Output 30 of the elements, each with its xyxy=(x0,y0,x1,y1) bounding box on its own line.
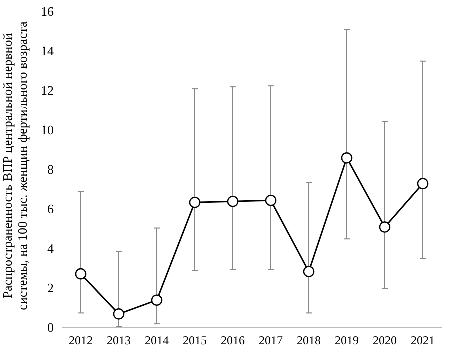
y-axis-title: Распространенность ВПР центральной нервной системы, на 100 тыс. женщин фертильного возраста xyxy=(0,21,30,310)
x-tick-label: 2019 xyxy=(335,334,359,348)
x-tick-label: 2018 xyxy=(297,334,321,348)
y-tick-label: 10 xyxy=(41,122,54,138)
y-tick-label: 2 xyxy=(48,280,54,296)
x-tick-label: 2017 xyxy=(259,334,283,348)
point xyxy=(265,194,277,206)
x-tick-label: 2015 xyxy=(183,334,207,348)
y-tick-label: 12 xyxy=(41,83,54,98)
point xyxy=(417,178,429,190)
point xyxy=(189,196,201,208)
y-tick-label: 4 xyxy=(48,241,54,256)
point xyxy=(227,196,239,208)
point xyxy=(303,266,315,278)
x-tick-label: 2013 xyxy=(107,334,131,348)
y-tick-label: 8 xyxy=(48,162,54,178)
y-tick-label: 16 xyxy=(41,4,54,20)
x-tick-label: 2021 xyxy=(411,334,435,348)
point xyxy=(379,222,391,233)
y-tick-label: 6 xyxy=(48,202,54,217)
point xyxy=(151,294,163,306)
x-tick-label: 2014 xyxy=(145,334,169,348)
x-tick-label: 2012 xyxy=(69,334,93,348)
y-tick-label: 0 xyxy=(48,320,54,336)
point xyxy=(341,152,353,164)
x-tick-label: 2020 xyxy=(373,334,397,348)
x-tick-label: 2016 xyxy=(221,334,245,348)
y-tick-label: 14 xyxy=(41,44,54,59)
point xyxy=(113,308,125,320)
point xyxy=(75,268,87,280)
